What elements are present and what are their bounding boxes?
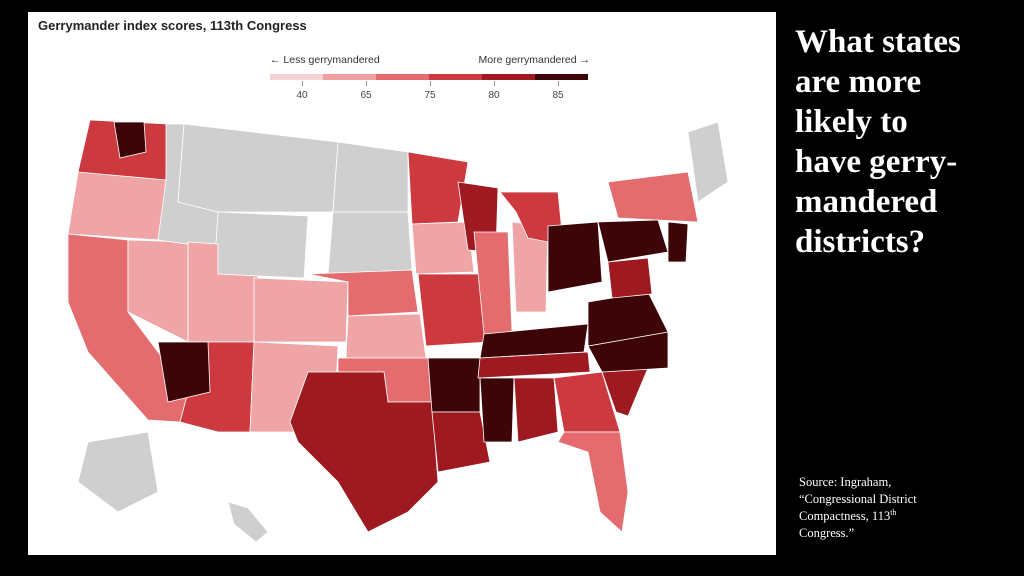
legend-more-label: More gerrymandered → — [478, 54, 590, 66]
legend-tickmark — [558, 81, 559, 86]
question-heading: What states are more likely to have gerr… — [795, 22, 1010, 262]
question-line: districts? — [795, 224, 926, 260]
new-jersey-region — [667, 221, 689, 263]
ohio-region — [547, 221, 603, 293]
pennsylvania-region — [597, 219, 669, 263]
florida-region — [557, 431, 629, 533]
us-district-map — [67, 119, 729, 543]
legend-tickmark — [366, 81, 367, 86]
legend-tickmark — [302, 81, 303, 86]
kansas-region — [345, 313, 427, 359]
legend-less-label: ← Less gerrymandered — [270, 54, 380, 66]
source-line: Congress.” — [799, 526, 855, 540]
wyoming-region — [213, 211, 309, 279]
southern-nevada-district — [157, 341, 211, 403]
seattle-district — [113, 121, 147, 159]
new-england-region — [687, 121, 729, 203]
legend-swatch — [376, 74, 429, 80]
source-citation: Source: Ingraham, “Congressional Distric… — [799, 474, 999, 542]
tennessee-region — [477, 351, 591, 379]
legend-tick-label: 80 — [488, 90, 500, 101]
nebraska-region — [307, 269, 419, 317]
source-line: “Congressional District — [799, 492, 917, 506]
legend-tickmark — [494, 81, 495, 86]
legend-tick-label: 40 — [296, 90, 308, 101]
question-line: have gerry- — [795, 144, 958, 180]
north-dakota-region — [332, 141, 409, 213]
montana-region — [177, 123, 339, 213]
question-line: mandered — [795, 184, 938, 220]
question-line: are more — [795, 64, 922, 100]
mississippi-region — [479, 377, 515, 443]
legend-tick-label: 75 — [424, 90, 436, 101]
missouri-region — [417, 273, 489, 347]
question-line: What states — [795, 24, 961, 60]
legend-swatch — [429, 74, 482, 80]
oregon-region — [67, 171, 167, 241]
question-line: likely to — [795, 104, 908, 140]
figure-title: Gerrymander index scores, 113th Congress — [38, 18, 307, 33]
arkansas-region — [427, 357, 481, 413]
legend-swatch — [482, 74, 535, 80]
map-figure-panel: Gerrymander index scores, 113th Congress… — [28, 12, 776, 555]
legend-swatch — [270, 74, 323, 80]
source-line: Source: Ingraham, — [799, 475, 892, 489]
colorado-region — [253, 277, 349, 343]
legend-tick-label: 65 — [360, 90, 372, 101]
legend-tickmark — [430, 81, 431, 86]
color-legend: ← Less gerrymandered More gerrymandered … — [270, 54, 590, 104]
iowa-region — [411, 221, 475, 275]
legend-swatch — [535, 74, 588, 80]
legend-swatch — [323, 74, 376, 80]
louisiana-region — [431, 411, 491, 473]
source-line: Compactness, 113th — [799, 507, 897, 523]
alaska-region — [77, 431, 159, 513]
maryland-region — [607, 257, 653, 299]
legend-color-bar — [270, 74, 588, 80]
legend-tick-label: 85 — [552, 90, 564, 101]
new-york-region — [607, 171, 699, 223]
south-dakota-region — [327, 211, 413, 275]
hawaii-region — [227, 501, 269, 543]
texas-region — [289, 371, 439, 533]
alabama-region — [513, 377, 559, 443]
